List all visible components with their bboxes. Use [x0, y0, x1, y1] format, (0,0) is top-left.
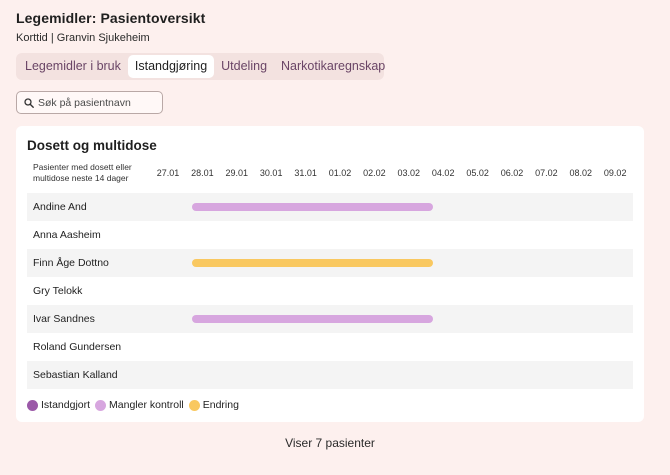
search-field[interactable]	[16, 91, 163, 114]
date-column-07.02: 07.02	[535, 168, 558, 178]
patient-name: Roland Gundersen	[33, 341, 122, 353]
patient-name: Andine And	[33, 201, 87, 213]
patient-row[interactable]: Finn Åge Dottno	[27, 249, 633, 277]
legend: Istandgjort Mangler kontroll Endring	[27, 399, 244, 411]
date-column-02.02: 02.02	[363, 168, 386, 178]
legend-dot-icon	[95, 399, 107, 411]
patient-row[interactable]: Roland Gundersen	[27, 333, 633, 361]
page-header: Legemidler: Pasientoversikt Korttid | Gr…	[16, 10, 205, 44]
dosett-bar[interactable]	[192, 203, 434, 211]
patient-row[interactable]: Sebastian Kalland	[27, 361, 633, 389]
legend-dot-icon	[188, 399, 200, 411]
date-column-01.02: 01.02	[328, 168, 352, 178]
patient-name: Finn Åge Dottno	[33, 257, 109, 269]
page-subtitle: Korttid | Granvin Sjukeheim	[16, 32, 150, 44]
date-column-29.01: 29.01	[225, 168, 249, 178]
legend-label: Mangler kontroll	[109, 399, 184, 411]
tab-istandgjøring[interactable]: Istandgjøring	[127, 55, 215, 78]
date-column-04.02: 04.02	[431, 168, 455, 178]
legend-label: Endring	[202, 399, 239, 411]
legend-item: Mangler kontroll	[95, 399, 184, 411]
tab-bar: Legemidler i bruk Istandgjøring Utdeling Na…	[16, 53, 385, 80]
search-icon	[24, 97, 34, 108]
date-column-30.01: 30.01	[259, 168, 283, 178]
legend-dot-icon	[27, 399, 38, 411]
patient-row[interactable]: Andine And	[27, 193, 633, 221]
patient-name: Sebastian Kalland	[33, 369, 118, 381]
tab-legemidler-i-bruk[interactable]: Legemidler i bruk	[25, 59, 121, 73]
date-column-06.02: 06.02	[500, 168, 524, 178]
dosett-card: Dosett og multidose Pasienter med dosett…	[16, 126, 644, 422]
page-title: Legemidler: Pasientoversikt	[16, 10, 206, 26]
tab-utdeling[interactable]: Utdeling	[221, 59, 268, 73]
date-column-27.01: 27.01	[156, 168, 180, 178]
date-column-08.02: 08.02	[569, 168, 593, 178]
legend-item: Endring	[188, 399, 239, 411]
patient-count: Viser 7 pasienter	[285, 436, 375, 450]
patient-name: Gry Telokk	[33, 285, 83, 297]
patient-row[interactable]: Gry Telokk	[27, 277, 633, 305]
search-input[interactable]	[38, 96, 153, 109]
patient-name: Anna Aasheim	[33, 229, 101, 241]
date-column-05.02: 05.02	[466, 168, 489, 178]
patient-name: Ivar Sandnes	[33, 313, 95, 325]
column-header: Pasienter med dosett eller multidose nes…	[33, 162, 132, 183]
legend-item: Istandgjort	[27, 399, 90, 411]
dosett-bar[interactable]	[192, 259, 434, 267]
legend-label: Istandgjort	[41, 399, 91, 411]
patient-row[interactable]: Anna Aasheim	[27, 221, 633, 249]
tab-narkotikaregnskap[interactable]: Narkotikaregnskap	[281, 59, 386, 73]
date-column-09.02: 09.02	[603, 168, 627, 178]
date-column-03.02: 03.02	[397, 168, 421, 178]
date-column-28.01: 28.01	[191, 168, 214, 178]
date-column-31.01: 31.01	[294, 168, 317, 178]
card-title: Dosett og multidose	[27, 138, 157, 153]
patient-row[interactable]: Ivar Sandnes	[27, 305, 633, 333]
dosett-bar[interactable]	[192, 315, 434, 323]
